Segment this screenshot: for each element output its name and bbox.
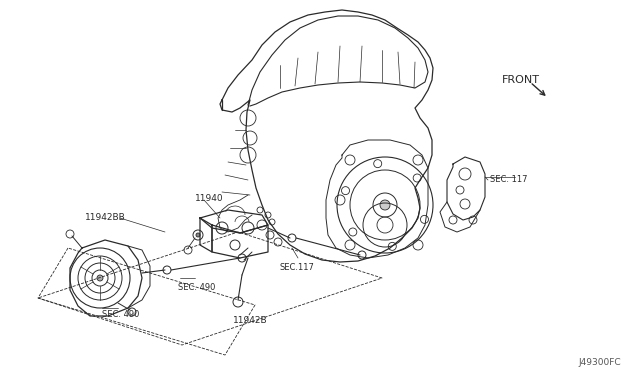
Text: SEC. 490: SEC. 490 [178,283,216,292]
Circle shape [196,233,200,237]
Text: J49300FC: J49300FC [578,358,621,367]
Text: FRONT: FRONT [502,75,540,85]
Circle shape [380,200,390,210]
Circle shape [97,275,103,281]
Text: SEC. 117: SEC. 117 [490,175,527,184]
Text: 11940: 11940 [195,194,223,203]
Text: 11942B: 11942B [233,316,268,325]
Text: SEC.117: SEC.117 [280,263,315,272]
Text: 11942BB: 11942BB [85,213,125,222]
Text: SEC. 490: SEC. 490 [102,310,140,319]
